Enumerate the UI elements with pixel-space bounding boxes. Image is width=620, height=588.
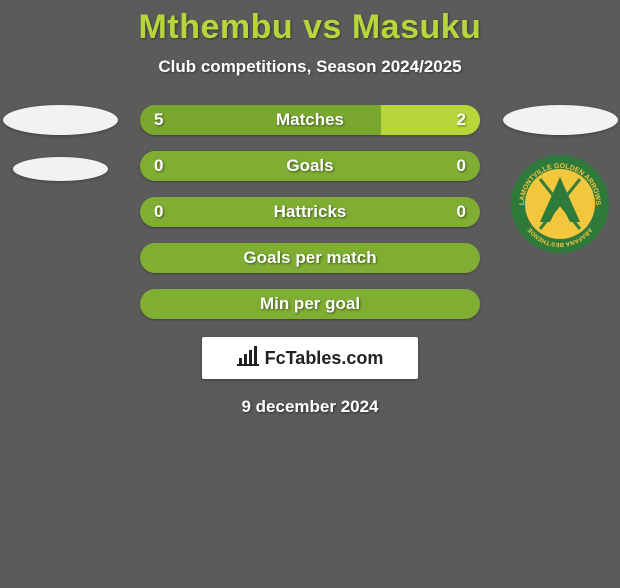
right-player-column: LAMONTVILLE GOLDEN ARROWS ABAFANA BES'TH…	[500, 105, 620, 261]
generation-date: 9 december 2024	[0, 397, 620, 417]
stat-label: Hattricks	[274, 202, 347, 222]
stat-bar-hattricks: 0 0 Hattricks	[140, 197, 480, 227]
stat-value-left: 5	[154, 110, 163, 130]
page-subtitle: Club competitions, Season 2024/2025	[0, 57, 620, 77]
stat-value-right: 0	[457, 202, 466, 222]
comparison-area: LAMONTVILLE GOLDEN ARROWS ABAFANA BES'TH…	[0, 105, 620, 417]
stat-value-left: 0	[154, 156, 163, 176]
bar-segment-left	[140, 105, 381, 135]
player-photo-placeholder	[3, 105, 118, 135]
left-player-column	[0, 105, 120, 181]
brand-box: FcTables.com	[202, 337, 418, 379]
stat-bar-matches: 5 2 Matches	[140, 105, 480, 135]
brand-text: FcTables.com	[265, 348, 384, 369]
page-title: Mthembu vs Masuku	[0, 8, 620, 47]
stat-label: Goals per match	[243, 248, 376, 268]
bar-chart-icon	[237, 346, 259, 371]
stat-value-right: 2	[457, 110, 466, 130]
stat-bar-min-per-goal: Min per goal	[140, 289, 480, 319]
stat-bars: 5 2 Matches 0 0 Goals 0 0 Hattricks Goals per mat…	[140, 105, 480, 319]
stat-bar-goals-per-match: Goals per match	[140, 243, 480, 273]
player-photo-placeholder	[13, 157, 108, 181]
club-badge: LAMONTVILLE GOLDEN ARROWS ABAFANA BES'TH…	[510, 147, 610, 261]
stat-value-right: 0	[457, 156, 466, 176]
stat-value-left: 0	[154, 202, 163, 222]
stat-label: Goals	[286, 156, 333, 176]
stat-bar-goals: 0 0 Goals	[140, 151, 480, 181]
stat-label: Min per goal	[260, 294, 360, 314]
player-photo-placeholder	[503, 105, 618, 135]
stat-label: Matches	[276, 110, 344, 130]
